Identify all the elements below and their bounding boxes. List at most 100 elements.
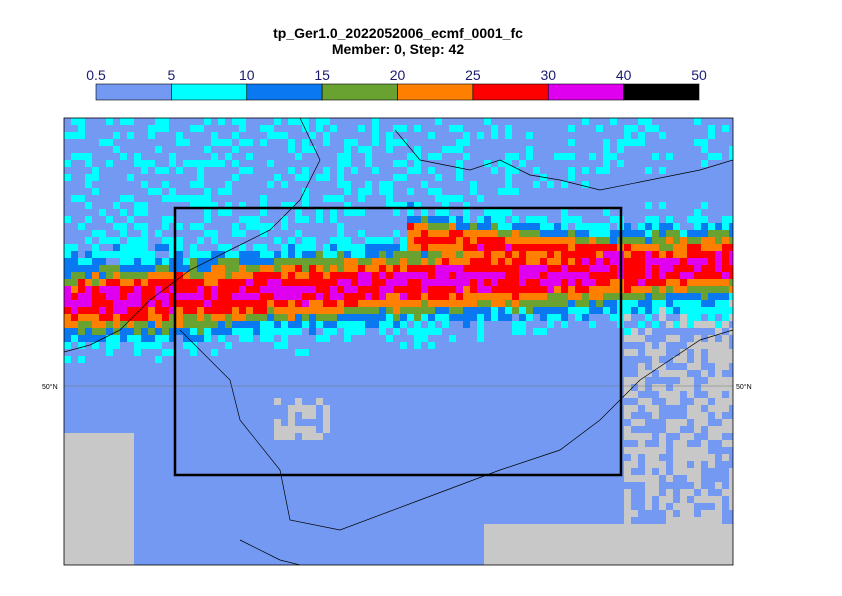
field-cell [148,314,155,321]
field-cell [547,524,554,531]
field-cell [218,160,225,167]
field-cell [141,300,148,307]
field-cell [155,293,162,300]
field-cell [575,538,582,545]
field-cell [113,524,120,531]
field-cell [561,230,568,237]
field-cell [99,321,106,328]
field-cell [218,293,225,300]
colorbar-segment [95,83,172,101]
field-cell [547,223,554,230]
field-cell [295,321,302,328]
field-cell [295,153,302,160]
field-cell [708,538,715,545]
field-cell [687,538,694,545]
field-cell [162,307,169,314]
field-cell [78,258,85,265]
field-cell [106,454,113,461]
field-cell [267,223,274,230]
field-cell [568,545,575,552]
field-cell [92,489,99,496]
field-cell [666,391,673,398]
field-cell [190,335,197,342]
field-cell [64,174,71,181]
field-cell [99,510,106,517]
field-cell [582,279,589,286]
field-cell [113,314,120,321]
field-cell [365,314,372,321]
field-cell [624,286,631,293]
field-cell [491,559,498,565]
field-cell [106,482,113,489]
field-cell [652,251,659,258]
field-cell [638,538,645,545]
field-cell [645,552,652,559]
field-cell [568,552,575,559]
field-cell [694,279,701,286]
field-cell [295,300,302,307]
field-cell [288,321,295,328]
field-cell [491,545,498,552]
field-cell [267,181,274,188]
field-cell [344,335,351,342]
field-cell [407,300,414,307]
field-cell [659,384,666,391]
field-cell [680,468,687,475]
field-cell [113,286,120,293]
field-cell [106,461,113,468]
field-cell [64,265,71,272]
field-cell [680,314,687,321]
field-cell [477,300,484,307]
field-cell [386,314,393,321]
field-cell [288,258,295,265]
field-cell [134,272,141,279]
field-cell [323,139,330,146]
field-cell [547,559,554,565]
field-cell [540,237,547,244]
field-cell [610,272,617,279]
field-cell [652,482,659,489]
colorbar-segment [472,83,549,101]
field-cell [470,265,477,272]
field-cell [232,272,239,279]
field-cell [624,125,631,132]
field-cell [155,342,162,349]
field-cell [512,167,519,174]
field-cell [99,454,106,461]
field-cell [701,279,708,286]
field-cell [638,251,645,258]
field-cell [155,230,162,237]
field-cell [435,118,442,125]
field-cell [652,125,659,132]
field-cell [659,300,666,307]
field-cell [645,433,652,440]
field-cell [141,328,148,335]
field-cell [316,174,323,181]
field-cell [351,314,358,321]
field-cell [715,545,722,552]
field-cell [176,223,183,230]
field-cell [414,293,421,300]
field-cell [64,461,71,468]
field-cell [652,237,659,244]
field-cell [99,475,106,482]
field-cell [393,244,400,251]
field-cell [162,293,169,300]
field-cell [190,160,197,167]
field-cell [358,125,365,132]
field-cell [470,279,477,286]
field-cell [645,496,652,503]
field-cell [204,272,211,279]
field-cell [190,279,197,286]
field-cell [561,531,568,538]
field-cell [589,300,596,307]
field-cell [477,251,484,258]
field-cell [575,230,582,237]
field-cell [533,524,540,531]
field-cell [183,321,190,328]
field-cell [624,300,631,307]
field-cell [148,286,155,293]
field-cell [659,293,666,300]
field-cell [442,202,449,209]
field-cell [330,258,337,265]
